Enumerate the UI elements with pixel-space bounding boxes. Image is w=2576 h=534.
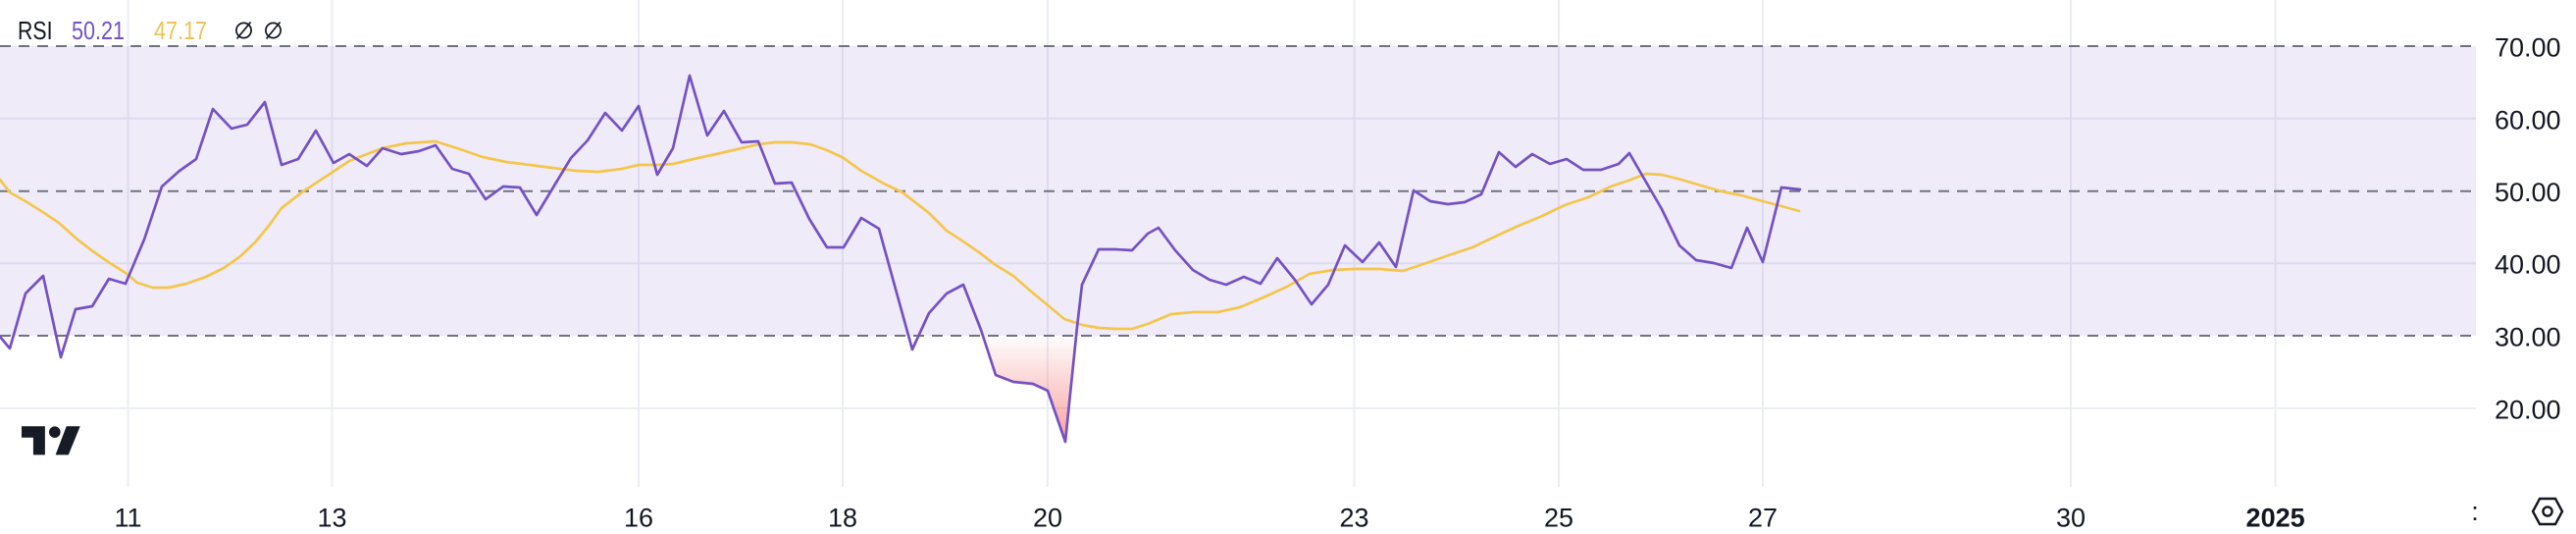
svg-text:18: 18 <box>828 504 857 533</box>
svg-text:11: 11 <box>114 504 141 533</box>
svg-text:30.00: 30.00 <box>2495 323 2561 352</box>
svg-text:60.00: 60.00 <box>2495 105 2561 134</box>
svg-text::: : <box>2471 497 2479 526</box>
svg-text:25: 25 <box>1544 504 1573 533</box>
svg-text:40.00: 40.00 <box>2495 250 2561 280</box>
svg-text:50.21: 50.21 <box>72 16 125 45</box>
svg-text:23: 23 <box>1339 504 1368 533</box>
svg-text:16: 16 <box>624 504 653 533</box>
svg-text:13: 13 <box>317 504 346 533</box>
svg-text:2025: 2025 <box>2246 504 2305 533</box>
svg-text:20: 20 <box>1033 504 1062 533</box>
svg-text:27: 27 <box>1748 504 1777 533</box>
svg-text:47.17: 47.17 <box>154 16 207 45</box>
svg-text:70.00: 70.00 <box>2495 33 2561 63</box>
svg-text:RSI: RSI <box>18 16 53 45</box>
svg-text:20.00: 20.00 <box>2495 395 2561 424</box>
svg-text:50.00: 50.00 <box>2495 178 2561 207</box>
svg-text:30: 30 <box>2056 504 2086 533</box>
